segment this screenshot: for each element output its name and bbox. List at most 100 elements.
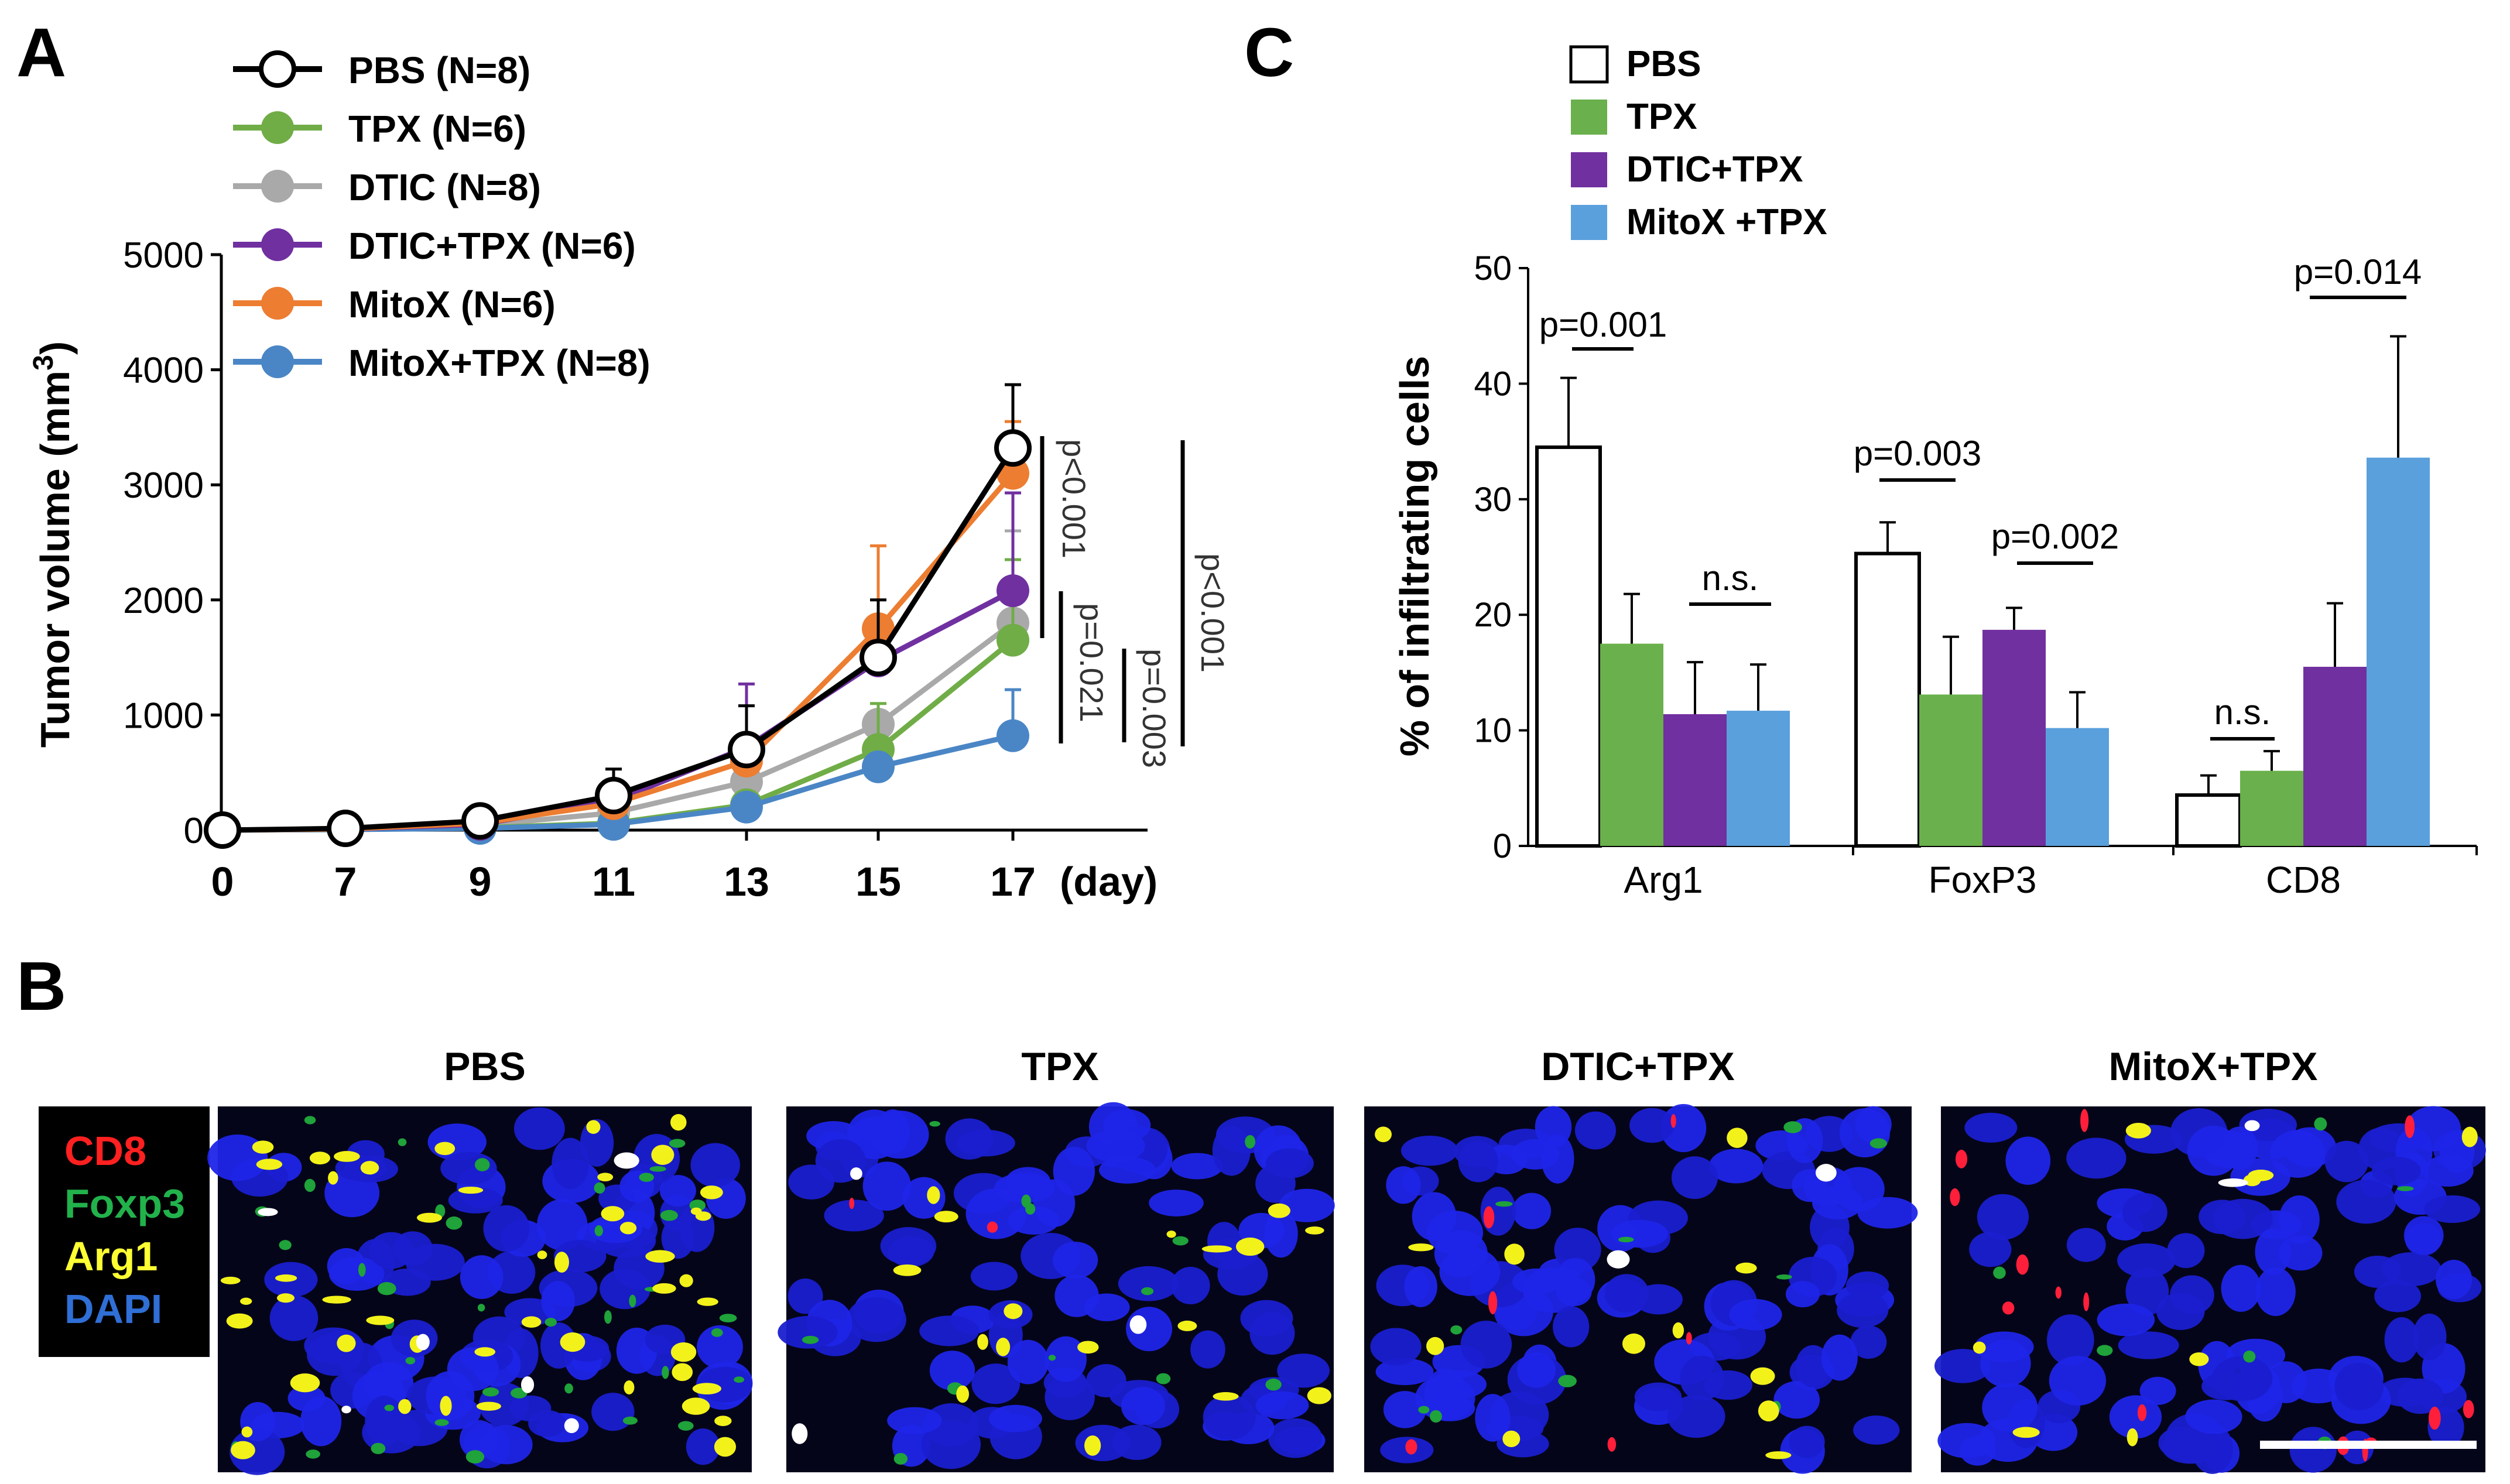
- foxp3-signal-b: [474, 1158, 490, 1171]
- legend-marker-a: [261, 228, 294, 261]
- foxp3-signal-b: [1495, 1201, 1513, 1207]
- dapi-nucleus-b: [269, 1295, 319, 1341]
- arg1-signal-b: [1502, 1430, 1521, 1448]
- dapi-nucleus-b: [2213, 1198, 2273, 1239]
- channel-legend-label: Arg1: [64, 1233, 157, 1279]
- dapi-nucleus-b: [230, 1428, 285, 1475]
- arg1-signal-b: [1177, 1320, 1197, 1331]
- dapi-nucleus-b: [1121, 1387, 1165, 1425]
- legend-label-c: TPX: [1626, 97, 1697, 137]
- dapi-nucleus-b: [287, 1385, 326, 1411]
- dapi-nucleus-b: [2118, 1331, 2179, 1359]
- dapi-nucleus-b: [1857, 1197, 1918, 1229]
- arg1-signal-b: [934, 1211, 958, 1223]
- arg1-signal-b: [554, 1252, 569, 1273]
- dapi-nucleus-b: [2255, 1228, 2291, 1275]
- dapi-nucleus-b: [2239, 1109, 2297, 1142]
- dapi-nucleus-b: [1412, 1192, 1457, 1241]
- foxp3-signal-b: [1558, 1375, 1577, 1387]
- arg1-signal-b: [1235, 1238, 1265, 1256]
- panel-b-microscopy: CD8 Foxp3 Arg1 DAPI PBS TPX DTIC+TPX MitoX+TPX: [39, 1044, 2486, 1475]
- dapi-nucleus-b: [1821, 1334, 1858, 1381]
- arg1-signal-b: [792, 1423, 808, 1444]
- dapi-nucleus-b: [929, 1351, 975, 1390]
- dapi-nucleus-b: [1729, 1299, 1782, 1331]
- cd8-signal-b: [1950, 1188, 1960, 1207]
- y-tick-label-c: 40: [1474, 365, 1512, 403]
- dapi-nucleus-b: [971, 1363, 1021, 1404]
- y-axis-label-c: % of infiltrating cells: [1392, 356, 1437, 757]
- cd8-signal-b: [2137, 1404, 2147, 1421]
- dapi-nucleus-b: [970, 1262, 1018, 1291]
- y-tick-label-c: 30: [1474, 481, 1512, 519]
- dapi-nucleus-b: [2354, 1256, 2401, 1288]
- arg1-signal-b: [231, 1441, 255, 1459]
- dapi-nucleus-b: [1556, 1277, 1592, 1307]
- arg1-signal-b: [337, 1334, 356, 1352]
- panel-letter-c: C: [1244, 14, 1294, 91]
- arg1-signal-b: [714, 1416, 732, 1427]
- arg1-signal-b: [2189, 1352, 2209, 1366]
- legend-label-c: MitoX +TPX: [1626, 202, 1827, 242]
- dapi-nucleus-b: [1475, 1394, 1511, 1442]
- y-tick-label-a: 0: [184, 811, 204, 851]
- legend-label-c: DTIC+TPX: [1626, 149, 1803, 190]
- dapi-nucleus-b: [1980, 1339, 2031, 1387]
- series-line-a: [222, 446, 1015, 833]
- foxp3-signal-b: [1783, 1121, 1802, 1133]
- dapi-nucleus-b: [1680, 1355, 1724, 1401]
- arg1-signal-b: [1622, 1333, 1645, 1354]
- dapi-nucleus-b: [1937, 1423, 1996, 1458]
- dapi-nucleus-b: [1554, 1228, 1601, 1272]
- p-value-label-a: p<0.001: [1056, 439, 1093, 558]
- foxp3-signal-b: [677, 1421, 694, 1431]
- dapi-nucleus-b: [552, 1137, 589, 1190]
- legend-marker-a: [261, 287, 294, 320]
- dapi-nucleus-b: [1512, 1268, 1561, 1295]
- arg1-signal-b: [341, 1406, 351, 1414]
- dapi-nucleus-b: [2185, 1399, 2242, 1434]
- dapi-nucleus-b: [787, 1279, 823, 1314]
- dapi-nucleus-b: [2170, 1275, 2214, 1315]
- dapi-nucleus-b: [1604, 1274, 1649, 1313]
- data-point-a: [461, 802, 499, 840]
- category-label-c: Arg1: [1624, 859, 1703, 901]
- arg1-signal-b: [1672, 1322, 1684, 1339]
- dapi-nucleus-b: [2221, 1264, 2261, 1312]
- dapi-nucleus-b: [1203, 1394, 1256, 1440]
- dapi-nucleus-b: [690, 1143, 741, 1187]
- data-point-a: [997, 574, 1029, 608]
- cd8-signal-b: [1607, 1437, 1617, 1452]
- x-tick-label-a: 13: [724, 859, 769, 904]
- x-tick-label-a: 15: [855, 859, 901, 904]
- foxp3-signal-b: [1450, 1325, 1463, 1335]
- chart-c-infiltrating-cells: 0 10 20 30 40 50 % of infiltrating cells Arg1 Fo…: [1392, 44, 2478, 901]
- arg1-signal-b: [220, 1276, 241, 1284]
- dapi-nucleus-b: [1404, 1266, 1437, 1307]
- arg1-signal-b: [2125, 1123, 2151, 1139]
- dapi-nucleus-b: [2066, 1137, 2127, 1179]
- cd8-signal-b: [2429, 1406, 2441, 1430]
- data-point-a: [862, 750, 895, 783]
- arg1-signal-b: [1375, 1126, 1392, 1143]
- arg1-signal-b: [1607, 1250, 1630, 1269]
- dapi-nucleus-b: [447, 1347, 499, 1392]
- dapi-nucleus-b: [2278, 1235, 2323, 1271]
- data-point-a: [860, 639, 897, 677]
- foxp3-signal-b: [434, 1419, 449, 1426]
- dapi-nucleus-b: [697, 1325, 743, 1369]
- bar-c: [1919, 694, 1982, 846]
- foxp3-signal-b: [719, 1314, 737, 1322]
- arg1-signal-b: [560, 1332, 585, 1352]
- dapi-nucleus-b: [2221, 1126, 2258, 1170]
- dapi-nucleus-b: [988, 1404, 1042, 1432]
- arg1-signal-b: [679, 1274, 693, 1287]
- cd8-signal-b: [987, 1221, 998, 1233]
- dapi-nucleus-b: [483, 1205, 530, 1252]
- arg1-signal-b: [416, 1334, 430, 1351]
- foxp3-signal-b: [1869, 1138, 1887, 1149]
- channel-legend-box: [39, 1106, 210, 1357]
- dapi-nucleus-b: [2109, 1395, 2162, 1439]
- arg1-signal-b: [682, 1397, 710, 1415]
